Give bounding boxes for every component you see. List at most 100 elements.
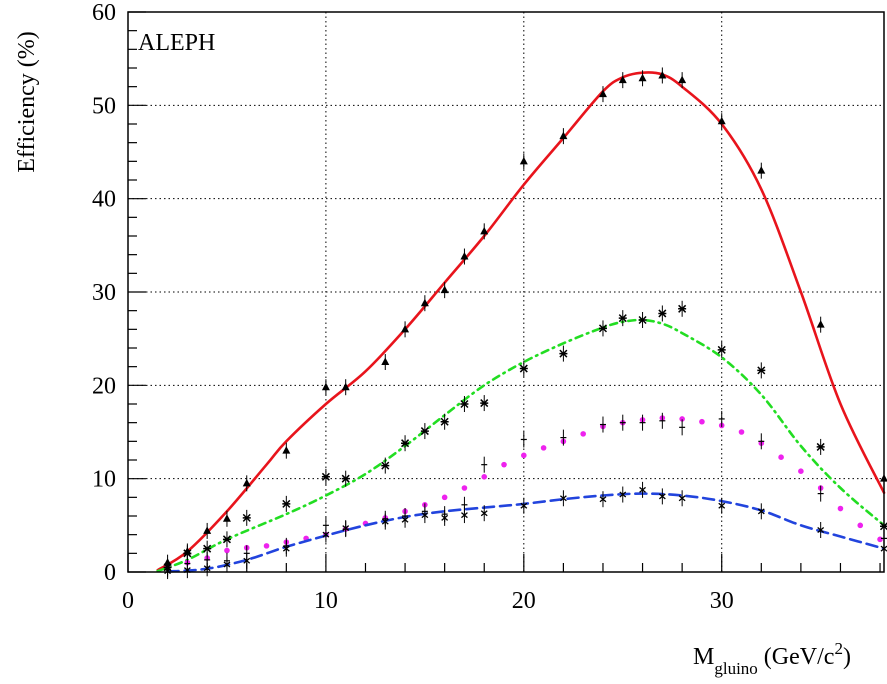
triangle-point: [618, 72, 627, 89]
star-marker: [757, 508, 765, 515]
triangle-marker: [658, 70, 667, 79]
y-tick-label: 60: [92, 0, 116, 26]
x-tick-label: 0: [122, 588, 134, 614]
triangle-marker: [678, 75, 687, 84]
asterisk-marker: [658, 309, 667, 318]
asterisk-point: [559, 345, 568, 362]
asterisk-point: [401, 435, 410, 452]
axis-ticks: [127, 11, 881, 573]
triangle-point: [559, 128, 568, 145]
y-tick-label: 0: [104, 560, 116, 586]
x-axis-title-sub: gluino: [714, 659, 757, 678]
magenta-fit-curve-dot: [501, 461, 507, 468]
asterisk-marker: [638, 315, 647, 325]
asterisk-point: [222, 531, 231, 548]
x-tick-label: 30: [710, 588, 734, 614]
cross-point: [817, 485, 824, 502]
magenta-fit-curve-dot: [877, 536, 883, 543]
asterisk-marker: [341, 474, 350, 483]
x-tick-label: 10: [314, 588, 338, 614]
y-tick-label: 10: [92, 467, 116, 493]
blue-fit-curve: [166, 492, 886, 573]
triangle-marker: [282, 446, 291, 454]
star-point: [817, 522, 825, 538]
star-marker: [817, 527, 825, 533]
star-marker: [401, 516, 409, 523]
triangle-point: [757, 162, 766, 179]
magenta-fit-curve-dot: [778, 454, 784, 461]
star-point: [421, 507, 429, 524]
star-marker: [718, 502, 726, 509]
triangle-point: [519, 153, 528, 170]
star-marker: [223, 561, 231, 568]
y-tick-label: 40: [92, 187, 116, 213]
asterisk-point: [460, 396, 469, 412]
triangle-point: [420, 295, 429, 312]
triangle-point: [460, 248, 469, 265]
triangle-point: [816, 316, 825, 333]
star-point: [619, 486, 627, 503]
star-marker: [322, 531, 330, 538]
asterisk-marker: [816, 442, 825, 451]
x-axis-title-unit: (GeV/c: [764, 644, 835, 670]
star-marker: [381, 518, 389, 525]
magenta-fit-curve-dot: [224, 547, 230, 554]
asterisk-point: [321, 468, 330, 485]
asterisk-marker: [559, 349, 568, 358]
x-tick-label: 20: [512, 588, 536, 614]
star-marker: [342, 525, 350, 532]
asterisk-marker: [717, 345, 726, 354]
triangle-marker: [401, 324, 410, 333]
y-tick-label: 20: [92, 373, 116, 399]
x-axis-title-close: ): [843, 644, 851, 670]
asterisk-marker: [183, 549, 192, 558]
triangle-point: [658, 67, 667, 84]
triangle-marker: [757, 166, 766, 174]
magenta-fit-curve-dot: [798, 468, 804, 475]
green-fit-curve: [156, 318, 886, 573]
triangle-marker: [460, 252, 469, 260]
triangle-point: [282, 442, 291, 459]
cross-point: [758, 433, 765, 450]
y-tick-label: 30: [92, 280, 116, 306]
star-marker: [520, 502, 528, 509]
star-point: [639, 481, 646, 498]
triangle-point: [440, 282, 449, 299]
magenta-fit-curve-dot: [481, 474, 488, 480]
cross-point: [520, 431, 527, 448]
star-point: [282, 540, 290, 557]
triangle-marker: [598, 89, 607, 98]
asterisk-marker: [757, 366, 766, 375]
cross-point: [481, 456, 488, 473]
asterisk-marker: [242, 513, 251, 522]
triangle-point: [341, 379, 350, 396]
magenta-fit-curve-dot: [540, 445, 547, 451]
star-point: [480, 505, 488, 522]
asterisk-marker: [222, 535, 231, 544]
triangle-point: [401, 321, 410, 338]
asterisk-marker: [321, 472, 330, 481]
x-axis-title-main: M: [693, 644, 714, 670]
fit-curves: [156, 71, 886, 573]
magenta-fit-curve-dot: [441, 494, 448, 501]
star-marker: [421, 512, 429, 519]
star-marker: [243, 557, 251, 564]
star-point: [342, 520, 350, 537]
triangle-marker: [519, 156, 528, 165]
triangle-marker: [242, 478, 251, 487]
asterisk-marker: [678, 304, 687, 313]
asterisk-point: [519, 360, 528, 377]
star-point: [718, 497, 726, 514]
triangle-marker: [420, 298, 429, 307]
asterisk-marker: [519, 364, 528, 373]
star-point: [658, 488, 666, 505]
triangle-marker: [480, 226, 489, 235]
triangle-marker: [222, 514, 231, 522]
triangle-marker: [203, 526, 212, 534]
star-marker: [559, 495, 567, 502]
star-marker: [678, 495, 686, 502]
asterisk-marker: [440, 417, 449, 426]
asterisk-marker: [460, 399, 469, 409]
triangle-marker: [381, 357, 390, 365]
red-fit-curve: [156, 71, 886, 572]
